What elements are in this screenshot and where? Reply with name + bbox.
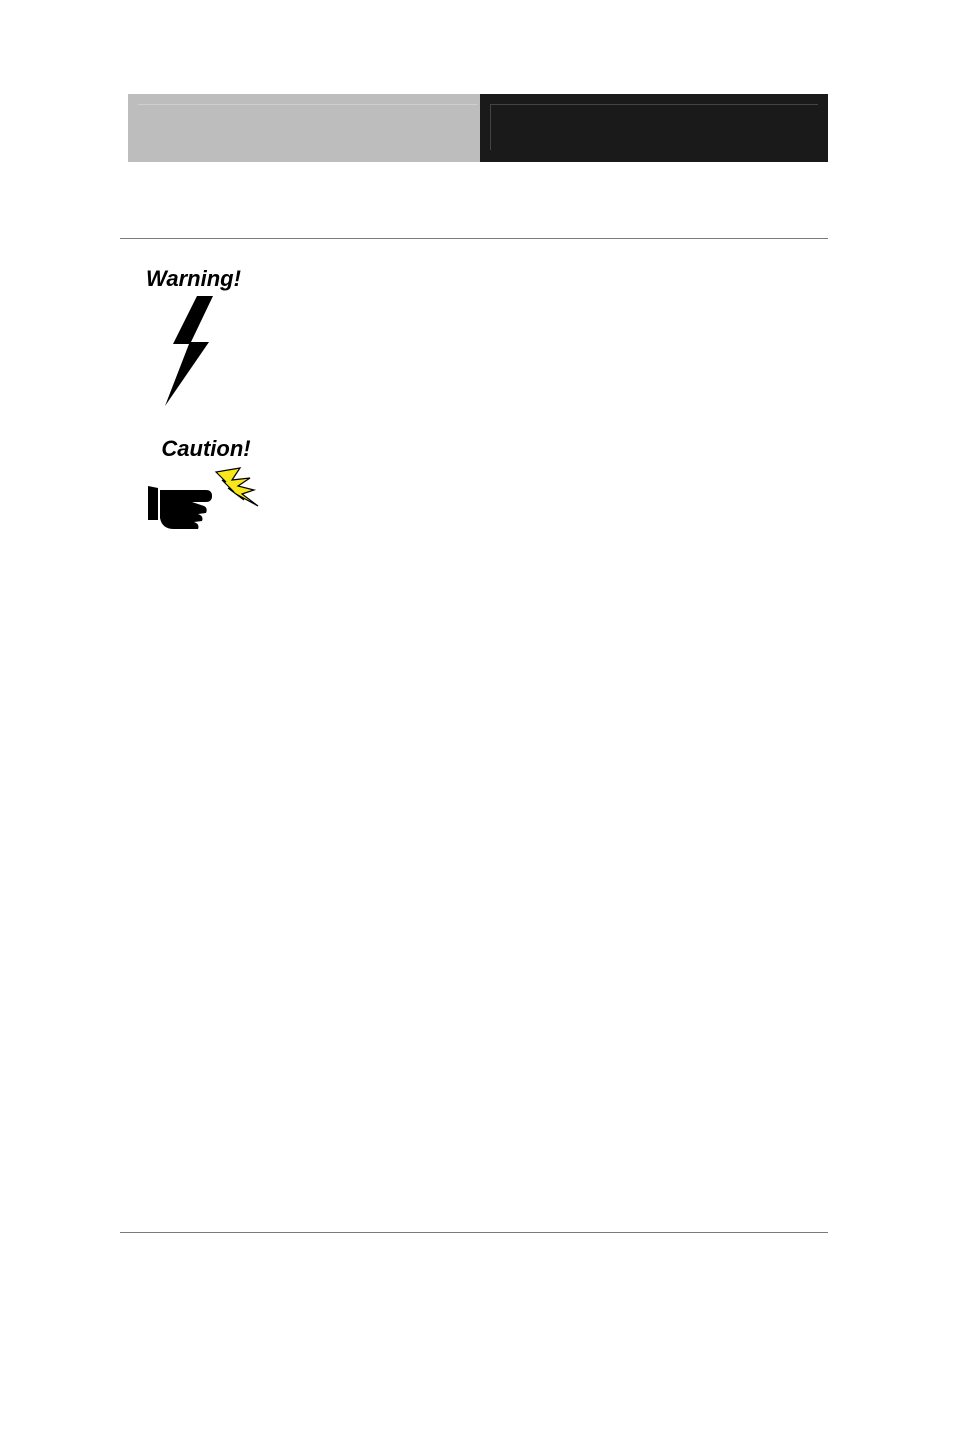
warning-block: Warning! <box>146 266 241 406</box>
page: Warning! Caution! <box>0 0 954 1434</box>
lightning-bolt-icon <box>159 296 227 406</box>
header-strip <box>128 94 828 162</box>
header-left-cell <box>128 94 480 162</box>
header-right-cell <box>480 94 828 162</box>
caution-stack: Caution! <box>146 436 266 536</box>
warning-label: Warning! <box>146 266 241 292</box>
header-right-inset <box>490 104 818 150</box>
horizontal-rule-bottom <box>120 1232 828 1233</box>
caution-block: Caution! <box>146 436 266 536</box>
hand-esd-icon <box>146 466 266 536</box>
header-left-inset <box>138 104 477 105</box>
horizontal-rule-top <box>120 238 828 239</box>
caution-label: Caution! <box>146 436 266 462</box>
warning-stack: Warning! <box>146 266 241 406</box>
